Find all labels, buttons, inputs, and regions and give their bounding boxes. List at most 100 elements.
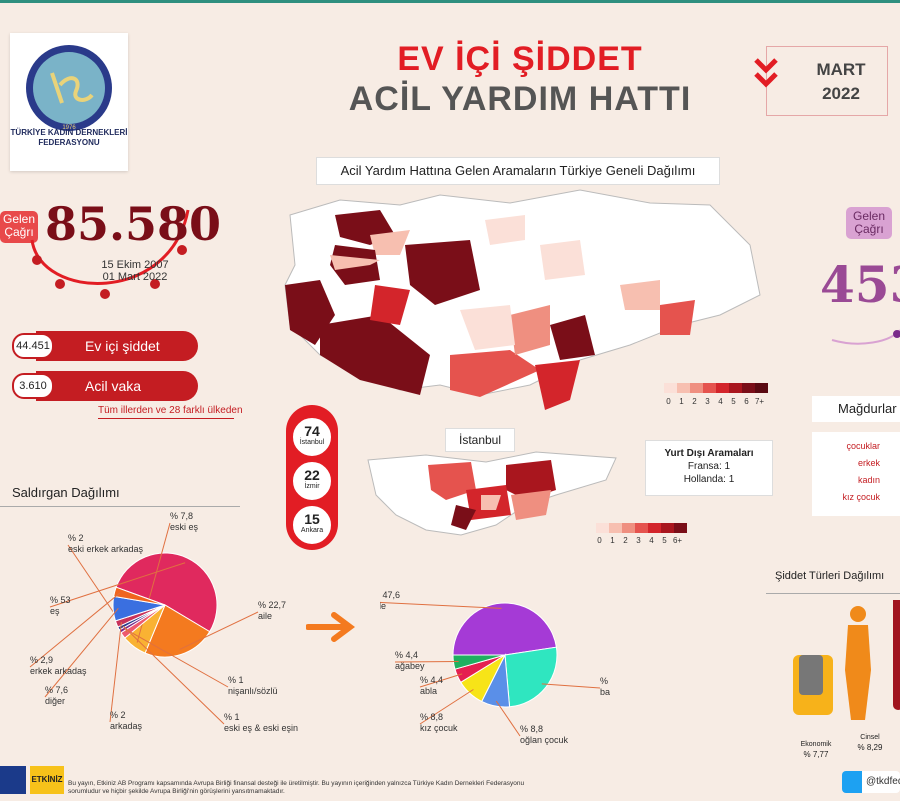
leader-line	[495, 700, 521, 737]
victims-title: Mağdurlar	[812, 396, 900, 422]
leader-line	[49, 562, 186, 608]
legend-swatch	[742, 383, 755, 393]
slice-category-label: aile	[258, 611, 272, 621]
legend-label: 0	[597, 536, 602, 545]
slice-value-label: % 8,8	[520, 724, 543, 734]
footer-disclaimer: Bu yayın, Etkiniz AB Programı kapsamında…	[68, 780, 525, 795]
region-ankara	[405, 240, 480, 305]
slice-value-label: % 53	[50, 595, 71, 605]
woman-figure-icon	[845, 625, 871, 720]
legend-label: 1	[679, 397, 684, 406]
monthly-calls-value: 453	[820, 255, 900, 314]
incoming-calls-badge: Gelen Çağrı	[0, 211, 38, 243]
page-title-line1: EV İÇİ ŞİDDET	[397, 40, 643, 78]
city-value: 15	[304, 511, 320, 527]
period-end: 01 Mart 2022	[102, 271, 168, 283]
slice-category-label: nişanlı/sözlü	[228, 686, 278, 696]
leader-line	[541, 683, 601, 689]
stat-label: Ev içi şiddet	[85, 338, 160, 354]
istanbul-map	[367, 451, 617, 536]
stat-value: 44.451	[12, 333, 54, 359]
abroad-calls-box: Yurt Dışı Aramaları Fransa: 1 Hollanda: …	[645, 440, 773, 496]
legend-label: 2	[623, 536, 628, 545]
pie-slice	[115, 552, 218, 633]
leader-line	[419, 673, 463, 688]
legend-swatch	[609, 523, 622, 533]
pie-slice	[452, 654, 506, 670]
slice-value-label: % 1	[224, 712, 240, 722]
coverage-note: Tüm illerden ve 28 farklı ülkeden	[98, 405, 243, 416]
slice-category-label: kız çocuk	[420, 723, 458, 733]
victim-item: kız çocuk	[842, 492, 880, 502]
slice-value-label: % 7,8	[170, 511, 193, 521]
map-title: Acil Yardım Hattına Gelen Aramaların Tür…	[316, 157, 720, 185]
abroad-item: Fransa: 1	[687, 461, 731, 472]
victims-list: çocuklar erkek kadın kız çocuk	[812, 432, 900, 516]
legend-label: 3	[705, 397, 710, 406]
slice-category-label: oğlan çocuk	[520, 735, 569, 745]
program-logo: ETKİNİZ	[30, 766, 64, 794]
note-underline	[98, 418, 234, 419]
violence-value: % 8,29	[857, 743, 883, 752]
leader-line	[122, 625, 225, 725]
city-istanbul: 74 İstanbul	[290, 415, 334, 459]
slice-value-label: % 8,8	[420, 712, 443, 722]
violence-figures	[793, 600, 900, 720]
leader-line	[380, 601, 502, 609]
stat-row-emergency: Acil vaka	[36, 371, 198, 401]
legend-swatch	[661, 523, 674, 533]
city-ankara: 15 Ankara	[290, 503, 334, 547]
slice-value-label: % 22,7	[258, 600, 286, 610]
legend-swatch	[674, 523, 687, 533]
slice-category-label: aile	[380, 601, 386, 611]
city-name: Ankara	[300, 527, 324, 534]
legend-swatch	[596, 523, 609, 533]
divider	[0, 506, 240, 507]
legend-swatch	[635, 523, 648, 533]
legend-swatch	[755, 383, 768, 393]
twitter-handle[interactable]: @tkdfed	[862, 771, 900, 793]
leader-line	[29, 592, 121, 668]
city-value: 74	[304, 423, 320, 439]
istanbul-title: İstanbul	[445, 428, 515, 452]
total-arc-decoration	[30, 209, 190, 299]
slice-value-label: % 2	[68, 533, 84, 543]
logo-emblem: 1976	[26, 45, 112, 131]
total-calls-value: 85.580	[45, 197, 222, 251]
pie-slice	[113, 586, 166, 606]
slice-value-label: % 2,9	[30, 655, 53, 665]
legend-label: 1	[610, 536, 615, 545]
slice-category-label: arkadaş	[110, 721, 143, 731]
slice-value-label: % 1	[228, 675, 244, 685]
stat-value: 3.610	[12, 373, 54, 399]
leader-line	[44, 608, 119, 698]
legend-label: 6+	[672, 536, 683, 545]
eu-flag-icon	[0, 766, 26, 794]
report-year: 2022	[822, 84, 860, 103]
logo-year: 1976	[62, 125, 76, 131]
slice-category-label: ağabey	[395, 661, 425, 671]
slice-category-label: eski erkek arkadaş	[68, 544, 144, 554]
logo-caption: TÜRKİYE KADIN DERNEKLERİ FEDERASYONU	[10, 128, 128, 147]
twitter-icon[interactable]	[842, 771, 862, 793]
violence-label: Cinsel	[860, 734, 880, 741]
legend-swatch	[648, 523, 661, 533]
divider	[766, 593, 900, 594]
pie-slice	[452, 602, 557, 656]
legend-swatch	[716, 383, 729, 393]
legend-swatch	[664, 383, 677, 393]
legend-label: 2	[692, 397, 697, 406]
slice-value-label: % 26	[600, 676, 610, 686]
violence-sexual: Cinsel % 8,29	[850, 733, 890, 753]
leader-line	[394, 660, 459, 663]
slice-category-label: baba	[600, 687, 610, 697]
violence-value: % 7,77	[803, 750, 829, 759]
slice-value-label: % 4,4	[420, 675, 443, 685]
slice-value-label: % 47,6	[380, 590, 400, 600]
leader-line	[179, 611, 259, 650]
slice-value-label: % 7,6	[45, 685, 68, 695]
victim-item: erkek	[857, 458, 880, 468]
perpetrator-title: Saldırgan Dağılımı	[12, 485, 120, 500]
